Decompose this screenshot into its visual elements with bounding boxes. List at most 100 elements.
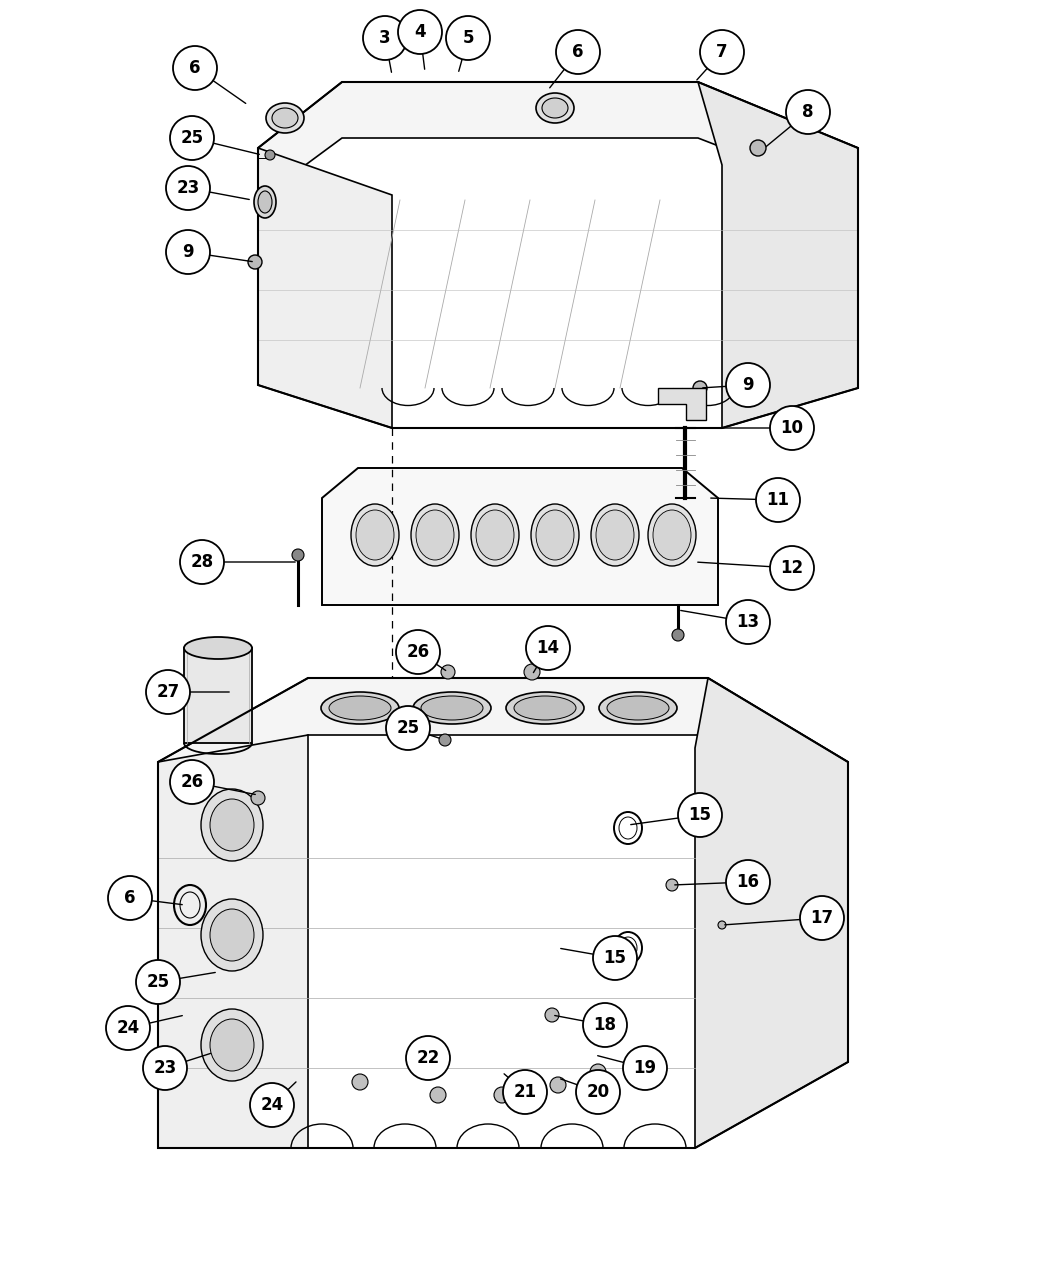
Ellipse shape <box>413 692 491 724</box>
Circle shape <box>672 629 684 641</box>
Text: 24: 24 <box>117 1019 140 1037</box>
Circle shape <box>693 381 707 395</box>
Circle shape <box>406 1037 450 1080</box>
Polygon shape <box>258 82 858 200</box>
Circle shape <box>583 1003 627 1047</box>
Ellipse shape <box>329 696 391 720</box>
Circle shape <box>503 1070 547 1114</box>
Circle shape <box>251 790 265 805</box>
Circle shape <box>524 664 540 680</box>
Text: 12: 12 <box>780 558 803 578</box>
Text: 17: 17 <box>811 909 834 927</box>
Circle shape <box>439 734 452 746</box>
Text: 18: 18 <box>593 1016 616 1034</box>
Circle shape <box>726 861 770 904</box>
Ellipse shape <box>471 504 519 566</box>
Circle shape <box>180 541 224 584</box>
Polygon shape <box>322 468 718 606</box>
Text: 22: 22 <box>417 1049 440 1067</box>
Circle shape <box>590 1065 606 1080</box>
Text: 25: 25 <box>181 129 204 147</box>
Circle shape <box>398 10 442 54</box>
Ellipse shape <box>351 504 399 566</box>
Circle shape <box>726 601 770 644</box>
Circle shape <box>666 878 678 891</box>
Text: 6: 6 <box>124 889 135 907</box>
Circle shape <box>173 46 217 91</box>
Text: 24: 24 <box>260 1096 284 1114</box>
Circle shape <box>441 666 455 680</box>
Ellipse shape <box>506 692 584 724</box>
Text: 23: 23 <box>153 1060 176 1077</box>
Polygon shape <box>695 678 848 1148</box>
Text: 28: 28 <box>190 553 213 571</box>
Polygon shape <box>258 148 392 428</box>
Circle shape <box>786 91 830 134</box>
Circle shape <box>248 255 262 269</box>
Circle shape <box>750 140 766 156</box>
Ellipse shape <box>648 504 696 566</box>
Ellipse shape <box>266 103 304 133</box>
Ellipse shape <box>184 638 252 659</box>
Circle shape <box>756 478 800 521</box>
Ellipse shape <box>254 186 276 218</box>
Circle shape <box>106 1006 150 1051</box>
Ellipse shape <box>272 108 298 128</box>
Ellipse shape <box>210 909 254 961</box>
Circle shape <box>770 405 814 450</box>
Circle shape <box>770 546 814 590</box>
Text: 27: 27 <box>156 683 180 701</box>
Text: 7: 7 <box>716 43 728 61</box>
Text: 26: 26 <box>181 773 204 790</box>
Circle shape <box>166 166 210 210</box>
Ellipse shape <box>536 510 574 560</box>
Text: 5: 5 <box>462 29 474 47</box>
Circle shape <box>170 116 214 159</box>
Ellipse shape <box>476 510 514 560</box>
Ellipse shape <box>536 93 574 122</box>
Circle shape <box>593 936 637 980</box>
Text: 3: 3 <box>379 29 391 47</box>
Circle shape <box>136 960 180 1003</box>
Text: 13: 13 <box>736 613 759 631</box>
Circle shape <box>623 1046 667 1090</box>
Text: 14: 14 <box>537 639 560 657</box>
Ellipse shape <box>321 692 399 724</box>
Ellipse shape <box>356 510 394 560</box>
Ellipse shape <box>258 191 272 213</box>
Ellipse shape <box>531 504 579 566</box>
Text: 8: 8 <box>802 103 814 121</box>
Ellipse shape <box>201 1009 262 1081</box>
Circle shape <box>545 1009 559 1023</box>
Text: 21: 21 <box>513 1082 537 1102</box>
Circle shape <box>166 230 210 274</box>
Text: 6: 6 <box>572 43 584 61</box>
Ellipse shape <box>598 692 677 724</box>
Text: 9: 9 <box>183 244 194 261</box>
Circle shape <box>556 31 600 74</box>
Text: 15: 15 <box>604 949 627 966</box>
Ellipse shape <box>210 1019 254 1071</box>
Ellipse shape <box>210 799 254 850</box>
Text: 15: 15 <box>689 806 712 824</box>
Ellipse shape <box>416 510 454 560</box>
Ellipse shape <box>607 696 669 720</box>
Polygon shape <box>698 82 858 428</box>
Ellipse shape <box>201 899 262 972</box>
Text: 25: 25 <box>146 973 169 991</box>
Circle shape <box>526 626 570 669</box>
Circle shape <box>576 1070 620 1114</box>
Text: 16: 16 <box>736 873 759 891</box>
Ellipse shape <box>411 504 459 566</box>
Polygon shape <box>184 648 252 743</box>
Text: 4: 4 <box>414 23 426 41</box>
Text: 9: 9 <box>742 376 754 394</box>
Circle shape <box>352 1074 367 1090</box>
Circle shape <box>292 550 304 561</box>
Text: 10: 10 <box>780 419 803 437</box>
Text: 23: 23 <box>176 179 200 198</box>
Circle shape <box>386 706 430 750</box>
Circle shape <box>363 17 407 60</box>
Circle shape <box>170 760 214 805</box>
Circle shape <box>678 793 722 836</box>
